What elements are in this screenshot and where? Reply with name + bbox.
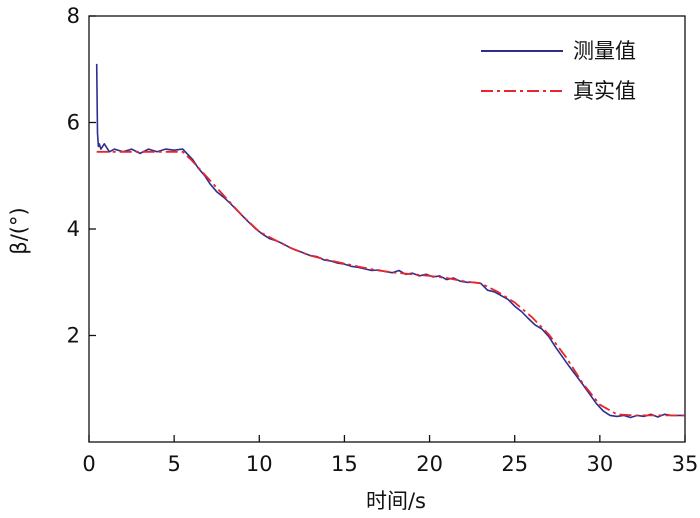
ticks-layer: 0 5 10 15 20 25 30 35 2 4 6 8 <box>67 4 699 476</box>
x-tick-label: 10 <box>246 452 273 476</box>
legend-label-true: 真实值 <box>573 79 636 103</box>
x-tick-label: 25 <box>501 452 528 476</box>
y-axis-title: β/(°) <box>7 207 31 254</box>
y-tick-label: 6 <box>67 111 80 135</box>
x-tick-label: 15 <box>331 452 358 476</box>
x-tick-label: 0 <box>82 452 95 476</box>
x-tick-label: 5 <box>167 452 180 476</box>
series-line-true <box>96 150 685 417</box>
x-axis-title: 时间/s <box>366 489 426 513</box>
x-tick-label: 20 <box>416 452 443 476</box>
x-tick-label: 35 <box>672 452 699 476</box>
series-layer <box>95 63 685 419</box>
legend-label-measured: 测量值 <box>573 39 636 63</box>
y-tick-label: 2 <box>67 324 80 348</box>
series-line-measured <box>95 63 685 419</box>
x-tick-label: 30 <box>586 452 613 476</box>
y-tick-label: 8 <box>67 4 80 28</box>
y-tick-label: 4 <box>67 217 80 241</box>
legend: 测量值 真实值 <box>481 39 636 103</box>
